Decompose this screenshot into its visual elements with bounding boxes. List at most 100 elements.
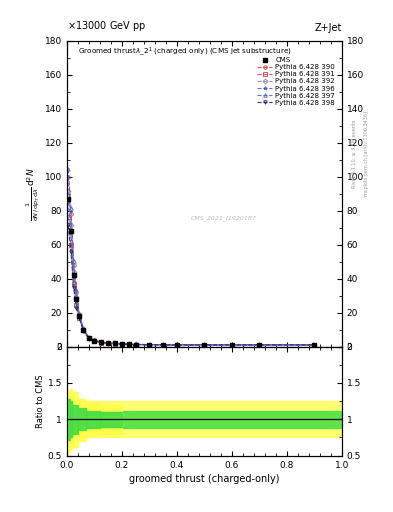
Text: mcplots.cern.ch [arXiv:1306.3436]: mcplots.cern.ch [arXiv:1306.3436] xyxy=(364,111,369,196)
Bar xyxy=(70,389,72,450)
Pythia 6.428 392 xyxy=(119,341,124,347)
Pythia 6.428 398 xyxy=(74,305,79,311)
Pythia 6.428 398 xyxy=(77,315,82,321)
Pythia 6.428 398 xyxy=(257,342,262,348)
Pythia 6.428 391 xyxy=(312,342,317,348)
Pythia 6.428 397 xyxy=(312,342,317,348)
Pythia 6.428 398 xyxy=(147,342,152,348)
Text: $\times$13000 GeV pp: $\times$13000 GeV pp xyxy=(67,19,146,33)
Pythia 6.428 390 xyxy=(92,337,97,344)
Line: Pythia 6.428 392: Pythia 6.428 392 xyxy=(66,190,316,347)
Pythia 6.428 398 xyxy=(86,335,91,342)
Pythia 6.428 397 xyxy=(74,286,79,292)
Line: Pythia 6.428 390: Pythia 6.428 390 xyxy=(66,175,316,347)
Pythia 6.428 398 xyxy=(133,342,138,348)
Pythia 6.428 396 xyxy=(86,335,91,341)
CMS xyxy=(257,342,262,348)
Bar xyxy=(67,411,342,428)
Pythia 6.428 396 xyxy=(74,297,79,303)
Pythia 6.428 398 xyxy=(119,341,124,347)
Line: Pythia 6.428 396: Pythia 6.428 396 xyxy=(66,200,316,347)
Pythia 6.428 397 xyxy=(113,340,118,346)
Bar xyxy=(72,392,78,447)
CMS xyxy=(113,340,118,347)
Pythia 6.428 390 xyxy=(81,326,86,332)
Pythia 6.428 396 xyxy=(113,340,118,347)
Pythia 6.428 390 xyxy=(77,311,82,317)
Pythia 6.428 392 xyxy=(161,342,165,348)
Pythia 6.428 390 xyxy=(86,334,91,340)
Pythia 6.428 396 xyxy=(66,199,71,205)
Pythia 6.428 398 xyxy=(312,342,317,348)
Pythia 6.428 392 xyxy=(257,342,262,348)
Pythia 6.428 391 xyxy=(81,327,86,333)
Pythia 6.428 392 xyxy=(113,340,118,347)
Pythia 6.428 397 xyxy=(92,337,97,343)
Pythia 6.428 390 xyxy=(119,341,124,347)
Pythia 6.428 396 xyxy=(312,342,317,348)
Pythia 6.428 398 xyxy=(66,222,71,228)
Pythia 6.428 396 xyxy=(119,341,124,347)
Pythia 6.428 397 xyxy=(106,340,110,346)
Legend: CMS, Pythia 6.428 390, Pythia 6.428 391, Pythia 6.428 392, Pythia 6.428 396, Pyt: CMS, Pythia 6.428 390, Pythia 6.428 391,… xyxy=(257,57,336,106)
CMS xyxy=(202,342,207,348)
CMS xyxy=(92,337,97,344)
Pythia 6.428 397 xyxy=(202,342,207,348)
Bar xyxy=(70,401,72,437)
Pythia 6.428 391 xyxy=(74,302,79,308)
Pythia 6.428 397 xyxy=(81,325,86,331)
Pythia 6.428 390 xyxy=(106,340,110,346)
Pythia 6.428 392 xyxy=(230,342,234,348)
CMS xyxy=(147,342,152,348)
Pythia 6.428 397 xyxy=(174,342,179,348)
Pythia 6.428 391 xyxy=(133,342,138,348)
Pythia 6.428 392 xyxy=(312,342,317,348)
Pythia 6.428 397 xyxy=(72,258,76,264)
CMS xyxy=(106,340,110,346)
CMS xyxy=(119,341,124,347)
Bar xyxy=(100,412,122,426)
CMS xyxy=(230,342,234,348)
X-axis label: groomed thrust (charged-only): groomed thrust (charged-only) xyxy=(129,474,279,484)
Pythia 6.428 396 xyxy=(68,230,73,237)
Pythia 6.428 391 xyxy=(147,342,152,348)
Pythia 6.428 397 xyxy=(99,339,104,345)
Pythia 6.428 392 xyxy=(99,339,104,345)
Pythia 6.428 391 xyxy=(68,242,73,248)
CMS xyxy=(86,335,91,341)
Pythia 6.428 391 xyxy=(113,340,118,347)
Pythia 6.428 392 xyxy=(106,340,110,346)
Text: Rivet 3.1.10, ≥ 3.1M events: Rivet 3.1.10, ≥ 3.1M events xyxy=(352,119,357,188)
Pythia 6.428 391 xyxy=(257,342,262,348)
Pythia 6.428 396 xyxy=(127,342,131,348)
Line: Pythia 6.428 398: Pythia 6.428 398 xyxy=(66,224,316,347)
Pythia 6.428 396 xyxy=(257,342,262,348)
Pythia 6.428 398 xyxy=(106,340,110,347)
Pythia 6.428 391 xyxy=(174,342,179,348)
Pythia 6.428 390 xyxy=(113,340,118,347)
Pythia 6.428 392 xyxy=(86,335,91,341)
Pythia 6.428 390 xyxy=(147,342,152,348)
Pythia 6.428 390 xyxy=(99,339,104,345)
Pythia 6.428 392 xyxy=(66,188,71,195)
Pythia 6.428 396 xyxy=(92,337,97,344)
Bar xyxy=(78,399,86,441)
Pythia 6.428 398 xyxy=(127,342,131,348)
CMS xyxy=(81,327,86,333)
Pythia 6.428 391 xyxy=(66,214,71,220)
CMS xyxy=(174,342,179,348)
Pythia 6.428 392 xyxy=(133,342,138,348)
Pythia 6.428 391 xyxy=(86,335,91,342)
Text: Groomed thrust$\lambda\_2^1$ (charged only) (CMS jet substructure): Groomed thrust$\lambda\_2^1$ (charged on… xyxy=(78,46,292,58)
CMS xyxy=(133,342,138,348)
CMS xyxy=(74,296,79,302)
Pythia 6.428 391 xyxy=(106,340,110,347)
Pythia 6.428 397 xyxy=(119,340,124,347)
Pythia 6.428 390 xyxy=(74,289,79,295)
Y-axis label: Ratio to CMS: Ratio to CMS xyxy=(36,374,45,428)
Pythia 6.428 397 xyxy=(66,166,71,173)
CMS xyxy=(77,313,82,319)
Pythia 6.428 397 xyxy=(161,342,165,348)
Pythia 6.428 391 xyxy=(230,342,234,348)
Pythia 6.428 391 xyxy=(127,342,131,348)
